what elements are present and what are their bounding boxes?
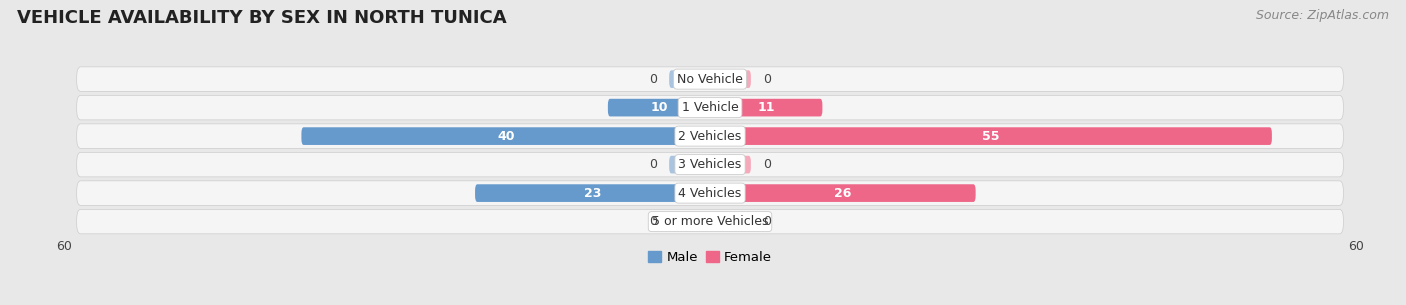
FancyBboxPatch shape bbox=[710, 184, 976, 202]
Text: 11: 11 bbox=[758, 101, 775, 114]
Text: 0: 0 bbox=[650, 158, 657, 171]
FancyBboxPatch shape bbox=[77, 95, 1343, 120]
Text: 3 Vehicles: 3 Vehicles bbox=[679, 158, 741, 171]
Text: 0: 0 bbox=[650, 215, 657, 228]
Text: 60: 60 bbox=[56, 240, 72, 253]
Text: Source: ZipAtlas.com: Source: ZipAtlas.com bbox=[1256, 9, 1389, 22]
Text: 4 Vehicles: 4 Vehicles bbox=[679, 187, 741, 199]
FancyBboxPatch shape bbox=[710, 127, 1272, 145]
Text: 0: 0 bbox=[650, 73, 657, 86]
FancyBboxPatch shape bbox=[669, 156, 710, 174]
Text: VEHICLE AVAILABILITY BY SEX IN NORTH TUNICA: VEHICLE AVAILABILITY BY SEX IN NORTH TUN… bbox=[17, 9, 506, 27]
FancyBboxPatch shape bbox=[607, 99, 710, 117]
FancyBboxPatch shape bbox=[710, 213, 751, 231]
FancyBboxPatch shape bbox=[77, 209, 1343, 234]
FancyBboxPatch shape bbox=[710, 156, 751, 174]
FancyBboxPatch shape bbox=[669, 213, 710, 231]
FancyBboxPatch shape bbox=[301, 127, 710, 145]
Text: 23: 23 bbox=[583, 187, 602, 199]
Text: 26: 26 bbox=[834, 187, 852, 199]
Text: 40: 40 bbox=[496, 130, 515, 143]
FancyBboxPatch shape bbox=[669, 70, 710, 88]
Text: 55: 55 bbox=[983, 130, 1000, 143]
FancyBboxPatch shape bbox=[710, 70, 751, 88]
Text: 0: 0 bbox=[763, 215, 770, 228]
FancyBboxPatch shape bbox=[77, 124, 1343, 148]
FancyBboxPatch shape bbox=[77, 67, 1343, 92]
Text: No Vehicle: No Vehicle bbox=[678, 73, 742, 86]
Legend: Male, Female: Male, Female bbox=[643, 245, 778, 269]
Text: 60: 60 bbox=[1348, 240, 1364, 253]
Text: 2 Vehicles: 2 Vehicles bbox=[679, 130, 741, 143]
Text: 0: 0 bbox=[763, 73, 770, 86]
FancyBboxPatch shape bbox=[77, 152, 1343, 177]
FancyBboxPatch shape bbox=[77, 181, 1343, 205]
Text: 0: 0 bbox=[763, 158, 770, 171]
FancyBboxPatch shape bbox=[710, 99, 823, 117]
FancyBboxPatch shape bbox=[475, 184, 710, 202]
Text: 10: 10 bbox=[650, 101, 668, 114]
Text: 5 or more Vehicles: 5 or more Vehicles bbox=[652, 215, 768, 228]
Text: 1 Vehicle: 1 Vehicle bbox=[682, 101, 738, 114]
